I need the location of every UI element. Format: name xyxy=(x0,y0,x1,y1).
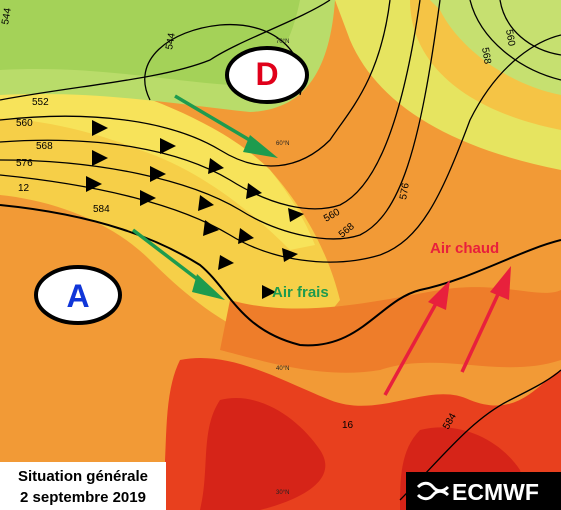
contour-label: 576 xyxy=(16,158,33,169)
latitude-label: 60°N xyxy=(276,141,289,147)
caption-box xyxy=(0,462,166,510)
contour-label: 568 xyxy=(479,47,493,66)
contour-label: 544 xyxy=(0,7,14,26)
contour-label: 552 xyxy=(32,97,49,108)
logo: ECMWF xyxy=(406,472,561,510)
low-marker xyxy=(225,46,309,104)
latitude-label: 30°N xyxy=(276,490,289,496)
contour-label: 12 xyxy=(18,183,30,194)
low-label: D xyxy=(255,56,278,92)
air-mass-label: Air chaud xyxy=(430,240,499,257)
logo-text: ECMWF xyxy=(452,479,539,505)
contour-label: 560 xyxy=(503,29,517,48)
high-label: A xyxy=(66,278,89,314)
logo-box xyxy=(406,472,561,510)
contour-label: 568 xyxy=(36,141,53,152)
caption: Situation générale 2 septembre 2019 xyxy=(0,462,166,510)
caption-line: Situation générale xyxy=(18,468,148,485)
pressure-systems: D A xyxy=(34,46,309,325)
front-arrows xyxy=(86,120,304,299)
contour-label: 544 xyxy=(164,32,178,51)
air-mass-label: Air frais xyxy=(272,284,329,301)
latitude-labels: 70°N 60°N 40°N 30°N xyxy=(276,39,289,496)
high-marker xyxy=(34,265,122,325)
caption-line: 2 septembre 2019 xyxy=(20,489,146,506)
contour-label: 576 xyxy=(398,182,412,201)
contour-label: 16 xyxy=(342,420,354,431)
contour-label: 560 xyxy=(16,118,33,129)
logo-icon xyxy=(416,481,450,501)
latitude-label: 40°N xyxy=(276,366,289,372)
flow-arrows xyxy=(131,94,511,396)
latitude-label: 70°N xyxy=(276,39,289,45)
contour-label: 584 xyxy=(93,204,110,215)
